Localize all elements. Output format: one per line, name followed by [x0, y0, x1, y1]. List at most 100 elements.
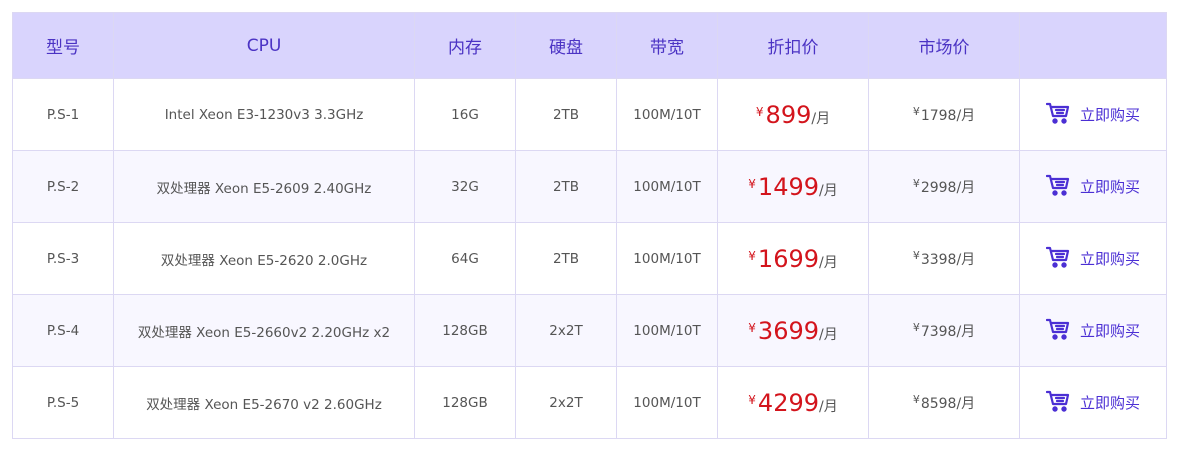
header-market-price: 市场价: [868, 12, 1020, 79]
table-row: P.S-2 双处理器 Xeon E5-2609 2.40GHz 32G 2TB …: [12, 150, 1167, 223]
disk-cell: 2TB: [515, 222, 617, 295]
buy-now-button[interactable]: 立即购买: [1045, 246, 1140, 272]
table-row: P.S-1 Intel Xeon E3-1230v3 3.3GHz 16G 2T…: [12, 78, 1167, 151]
discount-price-cell: ¥1699/月: [717, 222, 869, 295]
per-month-unit: /月: [811, 110, 831, 127]
discount-price: 899: [765, 100, 812, 129]
per-month-unit: /月: [956, 251, 976, 268]
buy-now-button[interactable]: 立即购买: [1045, 174, 1140, 200]
disk-cell: 2TB: [515, 78, 617, 151]
currency-symbol: ¥: [748, 176, 756, 191]
market-price: 8598: [920, 395, 957, 412]
action-cell: 立即购买: [1019, 222, 1167, 295]
bandwidth-cell: 100M/10T: [616, 150, 718, 223]
buy-now-label: 立即购买: [1079, 322, 1140, 340]
discount-price: 1699: [757, 244, 819, 273]
discount-price: 1499: [757, 172, 819, 201]
model-cell: P.S-5: [12, 366, 114, 439]
per-month-unit: /月: [819, 398, 838, 415]
per-month-unit: /月: [819, 326, 838, 343]
table-row: P.S-3 双处理器 Xeon E5-2620 2.0GHz 64G 2TB 1…: [12, 222, 1167, 295]
cart-icon: [1045, 318, 1070, 344]
currency-symbol: ¥: [912, 392, 920, 406]
header-disk: 硬盘: [515, 12, 617, 79]
ram-cell: 16G: [414, 78, 516, 151]
ram-cell: 32G: [414, 150, 516, 223]
header-action: [1019, 12, 1167, 79]
currency-symbol: ¥: [755, 104, 764, 119]
per-month-unit: /月: [956, 323, 976, 340]
action-cell: 立即购买: [1019, 294, 1167, 367]
market-price: 2998: [920, 179, 957, 196]
per-month-unit: /月: [956, 107, 976, 124]
ram-cell: 128GB: [414, 294, 516, 367]
discount-price-cell: ¥3699/月: [717, 294, 869, 367]
market-price: 1798: [920, 107, 957, 124]
action-cell: 立即购买: [1019, 78, 1167, 151]
market-price-cell: ¥3398/月: [868, 222, 1020, 295]
disk-cell: 2TB: [515, 150, 617, 223]
server-pricing-table: 型号 CPU 内存 硬盘 带宽 折扣价 市场价 P.S-1 Intel Xeon E3-12…: [12, 12, 1167, 439]
bandwidth-cell: 100M/10T: [616, 78, 718, 151]
market-price-cell: ¥1798/月: [868, 78, 1020, 151]
header-discount-price: 折扣价: [717, 12, 869, 79]
per-month-unit: /月: [819, 182, 838, 199]
buy-now-button[interactable]: 立即购买: [1045, 318, 1140, 344]
table-row: P.S-5 双处理器 Xeon E5-2670 v2 2.60GHz 128GB…: [12, 366, 1167, 439]
ram-cell: 128GB: [414, 366, 516, 439]
bandwidth-cell: 100M/10T: [616, 294, 718, 367]
cart-icon: [1045, 390, 1070, 416]
model-cell: P.S-2: [12, 150, 114, 223]
discount-price-cell: ¥4299/月: [717, 366, 869, 439]
discount-price-cell: ¥899/月: [717, 78, 869, 151]
model-cell: P.S-4: [12, 294, 114, 367]
buy-now-button[interactable]: 立即购买: [1045, 102, 1140, 128]
cpu-cell: 双处理器 Xeon E5-2620 2.0GHz: [113, 222, 415, 295]
discount-price: 3699: [757, 316, 819, 345]
disk-cell: 2x2T: [515, 366, 617, 439]
buy-now-label: 立即购买: [1079, 394, 1140, 412]
discount-price: 4299: [757, 388, 819, 417]
header-model: 型号: [12, 12, 114, 79]
currency-symbol: ¥: [912, 176, 920, 190]
market-price: 3398: [920, 251, 957, 268]
discount-price-cell: ¥1499/月: [717, 150, 869, 223]
market-price: 7398: [920, 323, 957, 340]
per-month-unit: /月: [819, 254, 838, 271]
cpu-cell: Intel Xeon E3-1230v3 3.3GHz: [113, 78, 415, 151]
buy-now-label: 立即购买: [1079, 250, 1140, 268]
ram-cell: 64G: [414, 222, 516, 295]
header-bandwidth: 带宽: [616, 12, 718, 79]
per-month-unit: /月: [956, 179, 976, 196]
buy-now-button[interactable]: 立即购买: [1045, 390, 1140, 416]
currency-symbol: ¥: [748, 248, 756, 263]
header-cpu: CPU: [113, 12, 415, 79]
model-cell: P.S-3: [12, 222, 114, 295]
market-price-cell: ¥2998/月: [868, 150, 1020, 223]
currency-symbol: ¥: [912, 104, 920, 118]
currency-symbol: ¥: [912, 248, 920, 262]
market-price-cell: ¥8598/月: [868, 366, 1020, 439]
currency-symbol: ¥: [912, 320, 920, 334]
action-cell: 立即购买: [1019, 366, 1167, 439]
cpu-cell: 双处理器 Xeon E5-2670 v2 2.60GHz: [113, 366, 415, 439]
market-price-cell: ¥7398/月: [868, 294, 1020, 367]
action-cell: 立即购买: [1019, 150, 1167, 223]
cpu-cell: 双处理器 Xeon E5-2660v2 2.20GHz x2: [113, 294, 415, 367]
model-cell: P.S-1: [12, 78, 114, 151]
bandwidth-cell: 100M/10T: [616, 222, 718, 295]
buy-now-label: 立即购买: [1079, 106, 1140, 124]
currency-symbol: ¥: [748, 392, 756, 407]
table-row: P.S-4 双处理器 Xeon E5-2660v2 2.20GHz x2 128…: [12, 294, 1167, 367]
per-month-unit: /月: [956, 395, 976, 412]
buy-now-label: 立即购买: [1079, 178, 1140, 196]
cart-icon: [1045, 174, 1070, 200]
bandwidth-cell: 100M/10T: [616, 366, 718, 439]
header-row: 型号 CPU 内存 硬盘 带宽 折扣价 市场价: [12, 12, 1167, 79]
disk-cell: 2x2T: [515, 294, 617, 367]
currency-symbol: ¥: [748, 320, 756, 335]
cpu-cell: 双处理器 Xeon E5-2609 2.40GHz: [113, 150, 415, 223]
cart-icon: [1045, 102, 1070, 128]
cart-icon: [1045, 246, 1070, 272]
header-ram: 内存: [414, 12, 516, 79]
